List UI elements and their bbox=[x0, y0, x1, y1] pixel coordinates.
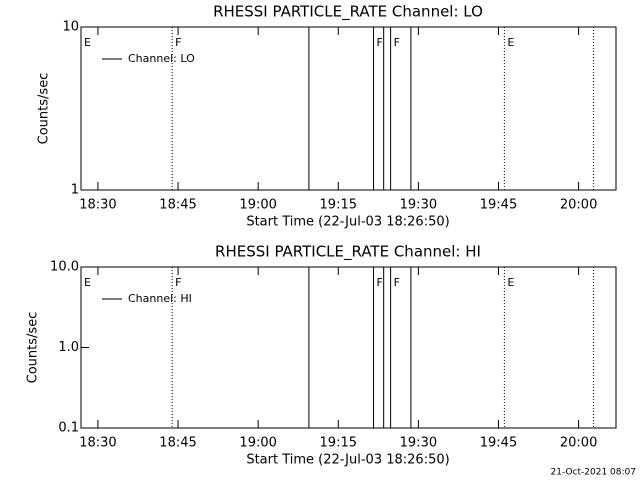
flag-label: F bbox=[394, 276, 400, 289]
x-tick-label: 19:00 bbox=[239, 198, 276, 213]
x-tick-label: 19:00 bbox=[239, 436, 276, 451]
x-axis-label: Start Time (22-Jul-03 18:26:50) bbox=[246, 215, 449, 230]
timestamp: 21-Oct-2021 08:07 bbox=[551, 468, 636, 478]
x-tick-label: 19:45 bbox=[480, 198, 517, 213]
flag-label: F bbox=[394, 36, 400, 49]
x-tick-label: 19:45 bbox=[480, 436, 517, 451]
data-line bbox=[81, 112, 280, 190]
flag-label: F bbox=[377, 276, 383, 289]
flag-label: E bbox=[84, 276, 91, 289]
y-tick-label: 0.1 bbox=[58, 421, 79, 436]
chart-title: RHESSI PARTICLE_RATE Channel: LO bbox=[213, 3, 483, 22]
y-axis-label: Counts/sec bbox=[26, 312, 41, 384]
x-tick-label: 20:00 bbox=[560, 436, 597, 451]
y-axis-label: Counts/sec bbox=[37, 73, 52, 145]
y-tick-label: 1 bbox=[71, 183, 79, 198]
x-tick-label: 19:15 bbox=[320, 198, 357, 213]
x-axis-label: Start Time (22-Jul-03 18:26:50) bbox=[246, 453, 449, 468]
x-tick-label: 18:45 bbox=[159, 198, 196, 213]
x-tick-label: 19:30 bbox=[400, 436, 437, 451]
y-tick-label: 1.0 bbox=[58, 340, 79, 355]
flag-label: E bbox=[507, 36, 514, 49]
flag-label: E bbox=[84, 36, 91, 49]
flag-label: F bbox=[175, 276, 181, 289]
flag-label: F bbox=[175, 36, 181, 49]
x-tick-label: 18:45 bbox=[159, 436, 196, 451]
flag-label: F bbox=[377, 36, 383, 49]
x-tick-label: 18:30 bbox=[79, 436, 116, 451]
chart-title: RHESSI PARTICLE_RATE Channel: HI bbox=[215, 243, 481, 262]
legend-label: Channel: HI bbox=[128, 292, 192, 305]
x-tick-label: 20:00 bbox=[560, 198, 597, 213]
flag-label: E bbox=[507, 276, 514, 289]
x-tick-label: 19:15 bbox=[320, 436, 357, 451]
y-tick-label: 10.0 bbox=[50, 260, 79, 275]
y-tick-label: 10 bbox=[62, 20, 79, 35]
legend-label: Channel: LO bbox=[128, 52, 195, 65]
x-tick-label: 19:30 bbox=[400, 198, 437, 213]
x-tick-label: 18:30 bbox=[79, 198, 116, 213]
